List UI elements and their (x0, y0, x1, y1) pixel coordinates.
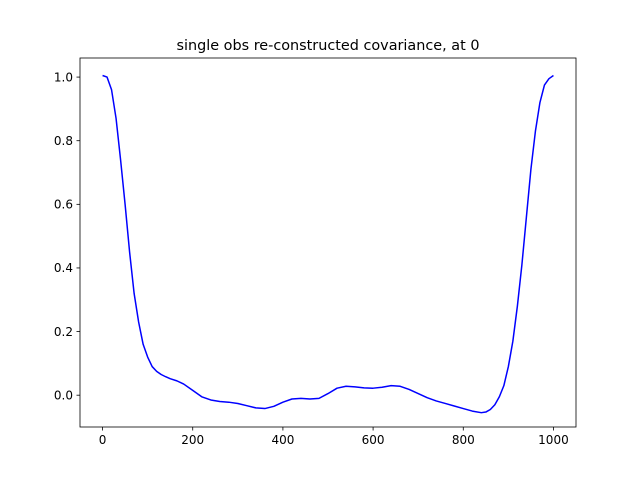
plot-area (102, 74, 554, 414)
y-tick-label: 0.4 (54, 261, 73, 275)
axes: 0 200 400 600 800 1000 0.0 0.2 0.4 0.6 0.8 1.0 (54, 57, 577, 447)
y-tick-label: 1.0 (54, 70, 73, 84)
chart-title: single obs re-constructed covariance, at… (177, 38, 480, 54)
x-tick-label: 600 (362, 433, 385, 447)
x-tick-label: 0 (99, 433, 107, 447)
y-tick-label: 0.2 (54, 325, 73, 339)
plot-frame (79, 57, 577, 428)
x-tick-label: 800 (452, 433, 475, 447)
x-tick-label: 400 (271, 433, 294, 447)
series-line-0 (102, 74, 554, 414)
x-tick-label: 200 (181, 433, 204, 447)
y-tick-label: 0.8 (54, 134, 73, 148)
y-tick-label: 0.0 (54, 388, 73, 402)
y-tick-label: 0.6 (54, 198, 73, 212)
x-tick-label: 1000 (538, 433, 569, 447)
